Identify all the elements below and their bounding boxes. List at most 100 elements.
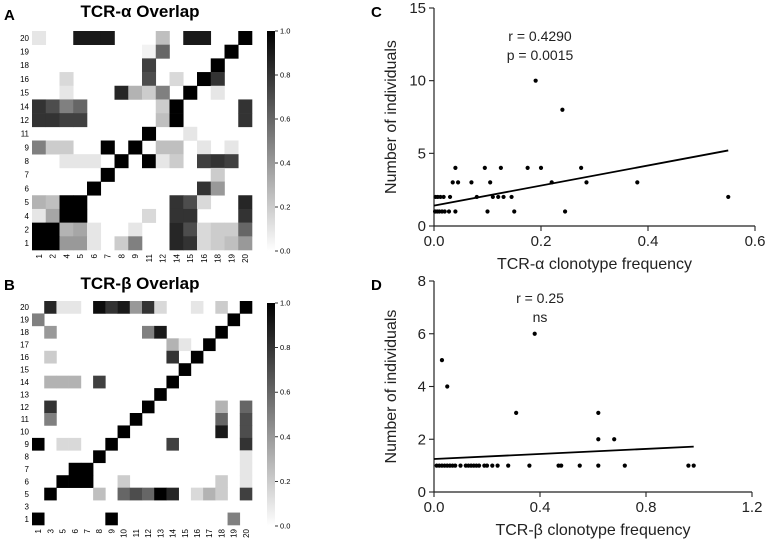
heatmap-b-cell [239,462,253,476]
heatmap-b-col-label: 16 [193,528,202,537]
scatter-d-y-tick-label: 4 [418,379,426,396]
heatmap-b-cell [166,487,179,501]
heatmap-a-cell [238,99,253,114]
heatmap-a-col-label: 14 [172,253,181,262]
heatmap-a-row-label: 7 [25,171,30,180]
panel-b: B TCR-β Overlap 201918171615141312111098… [4,274,290,538]
heatmap-a-cell [224,154,239,169]
scatter-d-point [476,463,482,468]
heatmap-b-cell [68,462,82,476]
heatmap-a-row-label: 11 [21,130,30,139]
scatter-d-point [527,463,532,468]
heatmap-b-cell [215,400,228,414]
heatmap-b-title: TCR-β Overlap [80,274,199,293]
heatmap-a-col-label: 18 [214,253,223,262]
heatmap-b-cell [68,301,82,314]
scatter-d-point [506,463,511,468]
scatter-c-point [584,180,589,185]
heatmap-a-row-label: 19 [20,48,29,57]
heatmap-a-title: TCR-α Overlap [80,2,199,21]
scatter-d-point [439,358,445,363]
scatter-d-y-tick-label: 0 [418,484,426,501]
heatmap-b-cell [117,425,131,439]
scatter-c-point [635,180,640,185]
heatmap-b-cell [32,512,45,526]
heatmap-a-cell [224,140,239,155]
heatmap-a-col-label: 5 [76,253,85,258]
heatmap-a-col-label: 2 [49,253,58,258]
panel-letter-c: C [371,4,382,21]
heatmap-a-cell [142,44,157,59]
scatter-c-point [450,180,455,185]
heatmap-b-cell [154,388,167,401]
heatmap-b-cell [239,450,253,464]
heatmap-b-cell [80,475,94,488]
heatmap-a-cell [238,208,253,223]
heatmap-a-cell [183,195,198,210]
heatmap-b-cell [239,487,253,501]
heatmap-a-cell [100,167,115,182]
heatmap-b-col-label: 13 [156,528,165,537]
heatmap-a-cell [169,72,184,87]
heatmap-b-cell [142,400,155,414]
scatter-d-x-tick-label: 0.4 [530,499,551,516]
heatmap-b-col-label: 8 [95,528,104,533]
scatter-c-point [509,194,514,200]
heatmap-b-cell [80,462,94,476]
scatter-d-y-label: Number of individuals [383,310,400,464]
heatmap-b-cell [105,437,118,451]
heatmap-b-col-label: 15 [181,528,190,537]
scatter-c-point [455,180,461,185]
heatmap-a-cell [238,31,253,45]
heatmap-a-cell [238,222,253,237]
scatter-c-point [446,209,452,214]
heatmap-b-cell [105,301,118,314]
scatter-c-x-tick-label: 0.4 [638,233,659,250]
scatter-c-y-tick-label: 10 [409,73,426,90]
scatter-d-point [458,463,463,468]
scatter-c-point [442,209,447,214]
scatter-c-point [533,78,538,83]
heatmap-a-cell [142,126,157,141]
heatmap-a-col-label: 1 [35,253,44,258]
heatmap-a-cell [224,44,239,59]
heatmap-b-col-label: 7 [83,528,92,533]
heatmap-a-cell [32,236,47,251]
scatter-c-x-tick-label: 0.6 [745,233,766,250]
heatmap-a-cell [32,195,47,210]
scatter-c-point [496,194,501,200]
heatmap-a-cell [45,113,60,128]
heatmap-b-cell [129,413,143,426]
heatmap-b-cell [178,338,192,352]
heatmap-a-cell [45,99,60,114]
scatter-c-point [512,209,517,214]
heatmap-b-cell [239,437,253,451]
heatmap-a-cell [183,85,198,100]
heatmap-b-cell [166,338,179,352]
heatmap-b-cell [154,487,167,501]
heatmap-b-cell [44,487,57,501]
heatmap-a-cell [128,85,143,100]
heatmap-a-cell [210,222,225,237]
scatter-d-x-tick-label: 0.8 [636,499,657,516]
heatmap-b-cell [239,425,253,439]
scatter-c-y-label: Number of individuals [383,40,400,194]
scatter-c-point [490,194,495,200]
scatter-c-point [441,194,446,200]
heatmap-b-cell [154,301,167,314]
heatmap-a-cell [59,140,74,155]
scatter-c-y-tick-label: 5 [418,145,426,162]
heatmap-a-cell [197,154,212,169]
heatmap-a-row-label: 5 [25,198,30,207]
scatter-c-point [501,194,506,200]
heatmap-b-cell [44,301,57,314]
heatmap-a-cell [210,167,225,182]
heatmap-a-row-label: 18 [20,61,29,70]
heatmap-a-cell [238,195,253,210]
heatmap-b-row-label: 1 [25,515,30,524]
scatter-c-point [482,165,487,170]
heatmap-a-cell [224,236,239,251]
heatmap-a-col-label: 15 [186,253,195,262]
heatmap-b-cell [190,301,204,314]
